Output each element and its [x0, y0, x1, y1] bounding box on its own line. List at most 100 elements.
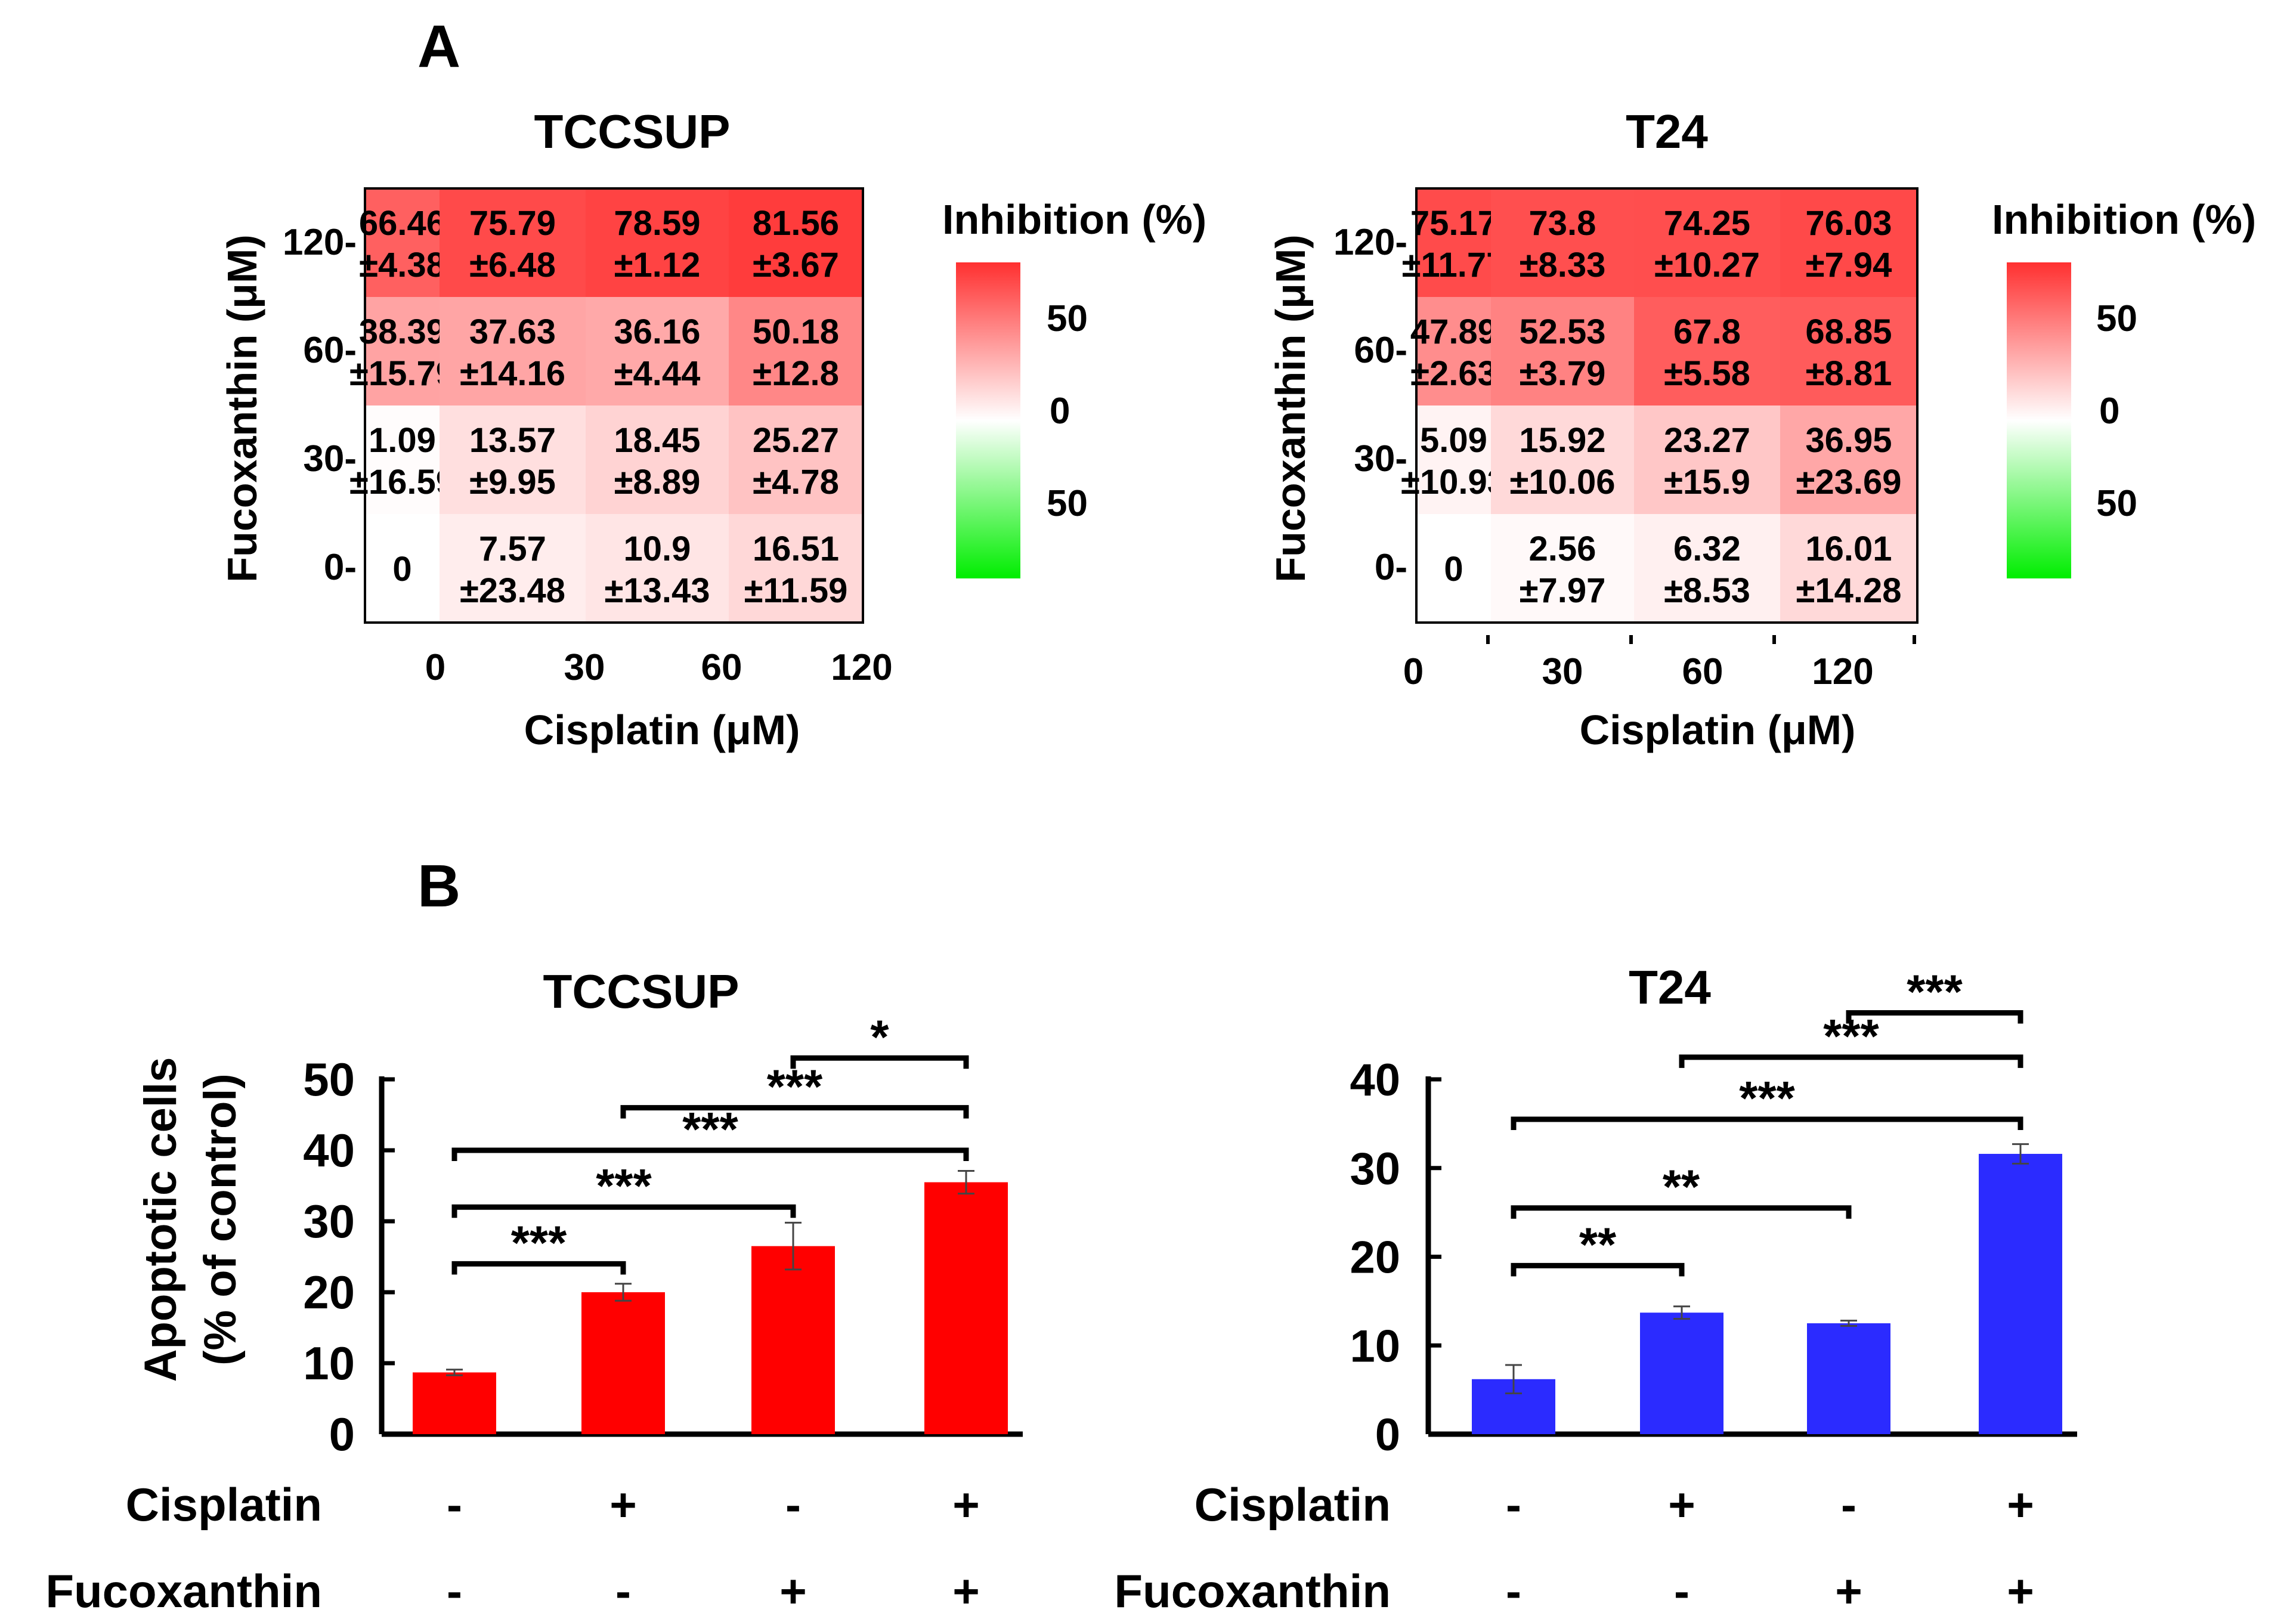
- heatmap-cell-value: 0: [392, 550, 411, 589]
- significance-label: ***: [1907, 965, 1963, 1018]
- colorbar-tick-label: 50: [2096, 483, 2137, 524]
- heatmap-cell: [1780, 406, 1917, 514]
- heatmap-cell-sd: ±16.59: [349, 463, 455, 502]
- heatmap-cell-sd: ±8.33: [1520, 246, 1606, 284]
- heatmap-cell: [440, 406, 586, 514]
- bar-chart-tccsup: TCCSUP Apoptotic cells (% of control) Ci…: [45, 965, 1023, 1617]
- heatmap-tccsup: TCCSUP Fucoxanthin (μM) Cisplatin (μM) 1…: [219, 105, 893, 753]
- heatmap-cell-sd: ±14.28: [1796, 571, 1902, 610]
- condition-sign: -: [447, 1565, 462, 1617]
- heatmap-cell-sd: ±2.63: [1410, 354, 1497, 393]
- y-tick-label: 120-: [1333, 222, 1407, 263]
- heatmap-cell: [440, 297, 586, 406]
- heatmap-cell: [586, 297, 729, 406]
- heatmap-cell-value: 74.25: [1664, 204, 1750, 243]
- y-tick-label: 10: [303, 1337, 355, 1389]
- condition-sign: +: [609, 1478, 637, 1531]
- y-tick-label: 0-: [324, 547, 357, 588]
- heatmap-cell-sd: ±3.67: [753, 246, 839, 284]
- heatmap-cell-value: 15.92: [1519, 421, 1605, 460]
- significance-bracket: [451, 1261, 626, 1275]
- heatmap-cell-value: 0: [1444, 550, 1463, 589]
- heatmap-cell: [1416, 297, 1491, 406]
- condition-row-label: Cisplatin: [126, 1478, 322, 1531]
- y-tick-label: 0: [1375, 1410, 1400, 1460]
- colorbar-gradient: [956, 262, 1020, 578]
- condition-sign: -: [785, 1478, 801, 1531]
- y-tick-label: 60-: [303, 330, 357, 371]
- x-tick-label: 30: [1542, 651, 1583, 692]
- heatmap-cell-value: 78.59: [614, 204, 700, 243]
- heatmap-cell-value: 73.8: [1529, 204, 1596, 243]
- heatmap-cell-sd: ±8.53: [1664, 571, 1750, 610]
- condition-sign: -: [1506, 1565, 1521, 1617]
- colorbar-title: Inhibition (%): [942, 196, 1206, 243]
- bar-chart-title: TCCSUP: [543, 965, 739, 1018]
- heatmap-cell: [1491, 188, 1634, 297]
- heatmap-cell: [729, 406, 863, 514]
- y-tick-label: 40: [303, 1124, 355, 1177]
- heatmap-cell-value: 5.09: [1420, 421, 1487, 460]
- heatmap-title: TCCSUP: [534, 105, 731, 158]
- heatmap-cell-sd: ±8.89: [614, 463, 701, 502]
- heatmap-cell: [586, 406, 729, 514]
- condition-sign: -: [615, 1565, 631, 1617]
- heatmap-cell-value: 47.89: [1410, 312, 1497, 351]
- heatmap-cell-sd: ±15.9: [1664, 463, 1750, 502]
- heatmap-cell: [1634, 297, 1780, 406]
- heatmap-t24: T24 Fucoxanthin (μM) Cisplatin (μM) 120-…: [1267, 105, 1919, 753]
- heatmap-x-axis-label: Cisplatin (μM): [1580, 707, 1856, 753]
- condition-sign: +: [1668, 1478, 1695, 1531]
- y-tick-label: 120-: [283, 222, 357, 263]
- condition-sign: +: [2007, 1478, 2034, 1531]
- heatmap-y-axis-label: Fucoxanthin (μM): [1267, 234, 1314, 582]
- heatmap-cell: [1780, 297, 1917, 406]
- heatmap-cell-sd: ±1.12: [614, 246, 701, 284]
- significance-bracket: [620, 1105, 969, 1119]
- significance-bracket: [790, 1055, 969, 1069]
- bar: [581, 1292, 665, 1434]
- heatmap-cell-value: 13.57: [469, 421, 556, 460]
- heatmap-cell-value: 75.17: [1410, 204, 1497, 243]
- heatmap-cell-value: 18.45: [614, 421, 700, 460]
- heatmap-cell-value: 67.8: [1673, 312, 1741, 351]
- panel-label-a: A: [417, 13, 460, 80]
- y-tick-label: 20: [1350, 1233, 1400, 1283]
- significance-bracket: [1679, 1054, 2023, 1068]
- heatmap-cell-sd: ±13.43: [605, 571, 710, 610]
- heatmap-cell-value: 36.16: [614, 312, 700, 351]
- heatmap-cell-value: 68.85: [1805, 312, 1892, 351]
- bar: [1640, 1313, 1723, 1434]
- heatmap-cell-sd: ±10.93: [1401, 463, 1506, 502]
- panel-label-b: B: [417, 853, 460, 920]
- heatmap-cell: [586, 188, 729, 297]
- heatmap-cell-sd: ±4.78: [753, 463, 839, 502]
- heatmap-cell-sd: ±5.58: [1664, 354, 1750, 393]
- heatmap-title: T24: [1626, 105, 1708, 158]
- bar: [751, 1246, 835, 1434]
- condition-sign: +: [952, 1565, 980, 1617]
- y-tick-label: 10: [1350, 1321, 1400, 1372]
- significance-bracket: [1846, 1010, 2023, 1024]
- y-tick-label: 30-: [303, 438, 357, 479]
- heatmap-cell-sd: ±23.48: [460, 571, 565, 610]
- heatmap-cell-value: 37.63: [469, 312, 556, 351]
- heatmap-cell-value: 10.9: [624, 530, 691, 568]
- x-tick-label: 30: [564, 647, 605, 688]
- significance-label: ***: [682, 1103, 738, 1156]
- heatmap-cell-sd: ±15.79: [349, 354, 455, 393]
- heatmap-cell-sd: ±10.06: [1510, 463, 1616, 502]
- significance-label: *: [870, 1010, 889, 1063]
- heatmap-cell-value: 7.57: [479, 530, 546, 568]
- x-tick-label: 0: [425, 647, 445, 688]
- significance-label: ***: [596, 1159, 652, 1212]
- x-tick-label: 120: [831, 647, 892, 688]
- y-tick-label: 40: [1350, 1055, 1400, 1106]
- heatmap-cell-value: 75.79: [469, 204, 556, 243]
- heatmap-cell-value: 2.56: [1529, 530, 1596, 568]
- heatmap-cell: [1491, 297, 1634, 406]
- bar: [1807, 1323, 1890, 1434]
- bar: [1979, 1153, 2062, 1434]
- bar: [924, 1182, 1008, 1434]
- heatmap-cell: [1491, 514, 1634, 623]
